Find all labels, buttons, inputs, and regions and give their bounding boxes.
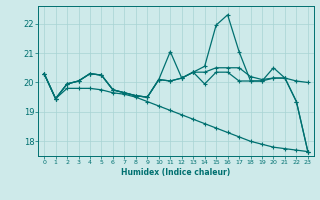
X-axis label: Humidex (Indice chaleur): Humidex (Indice chaleur): [121, 168, 231, 177]
